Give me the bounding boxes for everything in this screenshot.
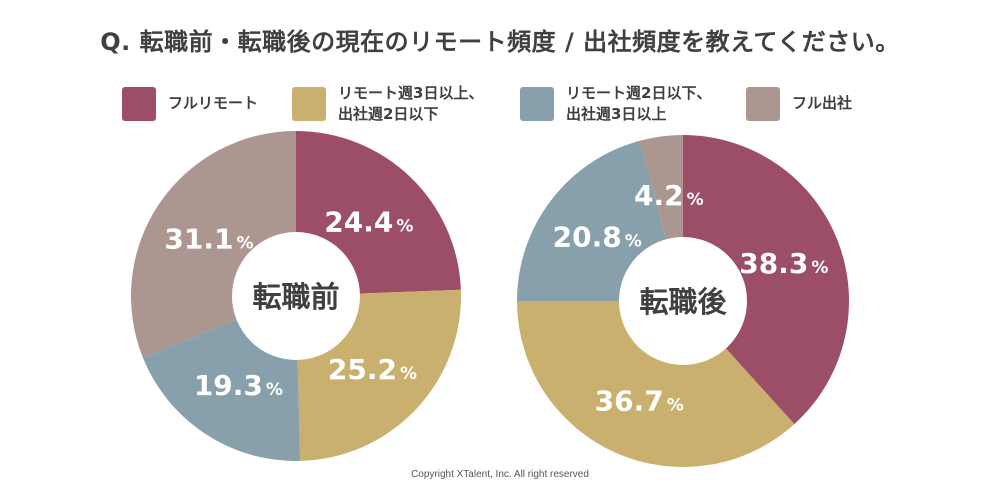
- data-label-after-1: 36.7%: [595, 385, 684, 418]
- donut-center-title-before: 転職前: [252, 280, 339, 314]
- legend-swatch-full-office: [746, 87, 780, 121]
- data-label-before-2: 19.3%: [194, 369, 283, 402]
- legend-label-remote-3days: リモート週3日以上、 出社週2日以下: [338, 84, 484, 123]
- chart-title: Q. 転職前・転職後の現在のリモート頻度 / 出社頻度を教えてください。: [100, 28, 900, 56]
- legend-label-remote-2days: リモート週2日以下、 出社週3日以上: [566, 84, 712, 123]
- copyright-footer: Copyright XTalent, Inc. All right reserv…: [411, 469, 589, 480]
- donut-center-title-after: 転職後: [639, 285, 727, 319]
- data-label-after-2: 20.8%: [553, 220, 642, 253]
- donut-hole-before: [232, 232, 360, 360]
- data-label-before-1: 25.2%: [328, 353, 417, 386]
- donut-chart-after: 38.3 % 36.7 % 20.8 % 4.2 % 転職後: [517, 135, 849, 467]
- data-label-after-3: 4.2%: [634, 179, 704, 212]
- legend-swatch-full-remote: [122, 87, 156, 121]
- pie-slice-after-0: [683, 135, 849, 425]
- legend: フルリモート リモート週3日以上、 出社週2日以下 リモート週2日以下、 出社週…: [0, 83, 1000, 133]
- pie-slice-after-1: [517, 301, 795, 467]
- legend-swatch-remote-3days: [292, 87, 326, 121]
- legend-swatch-remote-2days: [520, 87, 554, 121]
- data-label-before-0: 24.4%: [324, 205, 413, 238]
- legend-label-full-office: フル出社: [792, 94, 853, 112]
- donut-hole-after: [619, 237, 747, 365]
- donut-chart-before: 24.4 % 25.2 % 19.3 % 31.1 % 転職前: [130, 131, 461, 462]
- legend-label-full-remote: フルリモート: [168, 94, 259, 112]
- data-label-after-0: 38.3%: [739, 247, 828, 280]
- data-label-before-3: 31.1%: [164, 222, 253, 255]
